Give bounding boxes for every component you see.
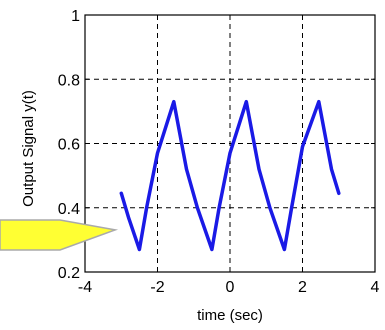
- x-axis-label: time (sec): [197, 307, 263, 324]
- series-group: [119, 99, 341, 252]
- y-tick-label: 0.4: [58, 201, 80, 218]
- callout: [0, 219, 119, 251]
- y-tick-label: 0.6: [58, 137, 80, 154]
- y-tick-label: 0.8: [58, 72, 80, 89]
- axis-ticks: -4 -2 0 2 4 0.2 0.4 0.6 0.8 1: [58, 8, 380, 296]
- x-tick-label: -2: [150, 279, 164, 296]
- y-tick-label: 1: [71, 8, 80, 25]
- x-tick-label: 2: [298, 279, 307, 296]
- x-tick-label: 0: [226, 279, 235, 296]
- x-tick-label: -4: [78, 279, 92, 296]
- y-tick-label: 0.2: [58, 265, 80, 282]
- series-line: [119, 99, 341, 252]
- y-axis-label: Output Signal y(t): [20, 90, 37, 207]
- callout-arrow: [0, 219, 119, 251]
- x-tick-label: 4: [371, 279, 380, 296]
- grid-lines: [85, 15, 375, 272]
